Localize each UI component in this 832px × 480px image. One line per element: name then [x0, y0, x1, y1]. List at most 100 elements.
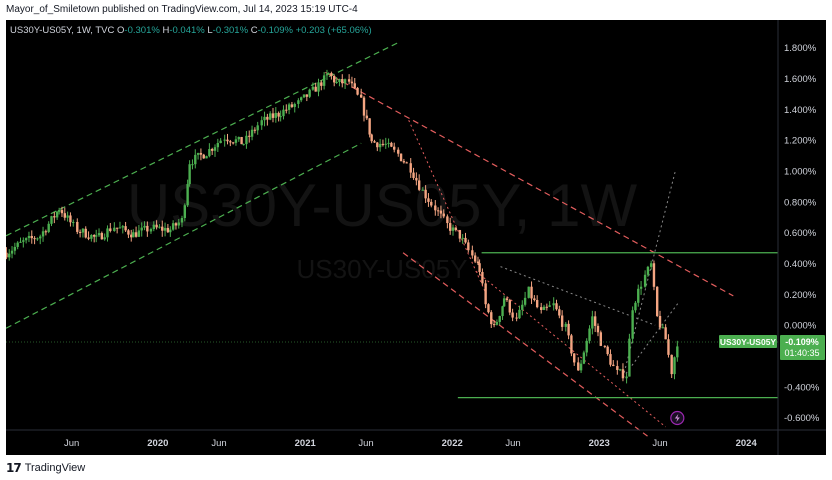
candle-layer [6, 69, 679, 384]
candle-body [121, 226, 124, 228]
candle-body [373, 141, 376, 143]
candle-body [591, 316, 594, 329]
candle-body [628, 338, 631, 377]
legend-ohlc-value: -0.301% [213, 25, 251, 36]
candle-body [588, 328, 591, 341]
candle-body [676, 346, 679, 358]
trend-fan-line[interactable] [475, 270, 666, 428]
tradingview-brand[interactable]: TradingView [24, 462, 86, 474]
price-tick-label: 1.200% [784, 136, 817, 147]
candle-body [458, 230, 462, 239]
candle-body [55, 211, 59, 218]
candle-body [8, 253, 11, 258]
candle-body [36, 238, 39, 240]
candle-body [137, 230, 141, 237]
candle-body [518, 309, 521, 319]
candle-body [652, 263, 656, 287]
candle-body [527, 286, 530, 298]
candle-body [616, 366, 619, 370]
candle-body [33, 238, 36, 240]
candle-body [521, 304, 524, 310]
candle-body [387, 142, 390, 144]
candle-body [343, 79, 347, 84]
candle-body [649, 263, 653, 267]
tradingview-logo-icon[interactable]: 17 [6, 461, 22, 475]
candle-body [424, 189, 427, 199]
candle-body [297, 100, 300, 104]
candle-body [523, 297, 527, 305]
candle-body [311, 86, 315, 90]
candle-body [609, 354, 612, 365]
candle-body [81, 228, 85, 233]
candle-body [127, 230, 130, 235]
downtrend-lower-line[interactable] [402, 252, 648, 437]
fan-line[interactable] [622, 303, 679, 378]
candle-body [333, 75, 336, 83]
fan-line[interactable] [622, 169, 677, 378]
time-tick-label: Jun [652, 438, 667, 449]
candle-body [631, 310, 634, 339]
candle-body [210, 149, 214, 151]
candle-body [430, 201, 433, 206]
legend-ohlc-label: L [207, 25, 212, 36]
time-tick-label: Jun [211, 438, 226, 449]
candle-body [63, 213, 66, 218]
candle-body [446, 216, 449, 224]
time-tick-label: 2020 [147, 438, 168, 449]
candle-body [487, 304, 490, 313]
candle-body [208, 149, 211, 157]
candle-body [158, 226, 161, 228]
candle-body [19, 241, 22, 243]
candle-body [271, 113, 275, 118]
candle-body [202, 154, 205, 159]
price-tick-label: 0.400% [784, 259, 817, 270]
candle-body [66, 215, 69, 218]
candle-body [57, 210, 61, 212]
chart-area[interactable]: US30Y-US05Y, 1W US30Y-US05Y 1.800% 1.600% 1… [6, 20, 826, 455]
candle-body [277, 112, 280, 117]
candle-body [639, 286, 643, 289]
candle-body [570, 335, 573, 354]
candle-body [327, 73, 330, 75]
candle-body [149, 229, 153, 232]
channel-upper-line[interactable] [6, 41, 401, 237]
legend-symbol[interactable]: US30Y-US05Y, 1W, TVC [10, 25, 117, 36]
downtrend-upper-line[interactable] [325, 71, 734, 297]
candle-body [90, 235, 93, 239]
candle-body [540, 307, 543, 310]
candle-body [338, 79, 341, 82]
channel-lower-line[interactable] [6, 142, 362, 329]
legend-ohlc-value: -0.041% [169, 25, 207, 36]
candle-body [226, 139, 229, 142]
watermark-text: US30Y-US05Y, 1W [127, 172, 638, 239]
price-tick-label: -0.600% [784, 413, 820, 424]
price-tag-countdown: 01:40:35 [784, 348, 819, 358]
candle-body [365, 115, 369, 119]
axis-layer: 1.800% 1.600% 1.400% 1.200% 1.000% 0.800% 0.60… [6, 20, 826, 455]
legend-ohlc-value: -0.301% [124, 25, 162, 36]
candle-body [368, 118, 371, 135]
candle-body [390, 142, 393, 147]
price-tag-box[interactable] [780, 334, 825, 360]
symbol-tag-box[interactable] [719, 334, 777, 348]
candle-body [87, 237, 90, 239]
candle-body [50, 216, 53, 224]
candle-body [560, 315, 564, 327]
candle-body [353, 83, 356, 88]
candle-body [384, 143, 387, 145]
candle-body [325, 74, 329, 76]
time-tick-label: 2022 [442, 438, 463, 449]
candle-body [76, 221, 79, 232]
candle-body [84, 228, 87, 238]
candle-body [266, 116, 269, 120]
candle-body [30, 235, 33, 239]
candle-body [502, 298, 506, 307]
candle-body [205, 156, 208, 159]
candle-body [495, 321, 499, 325]
candle-body [191, 164, 194, 166]
trend-fan-line[interactable] [408, 119, 487, 294]
candle-body [274, 112, 278, 118]
candle-body [161, 226, 164, 231]
candle-body [72, 221, 75, 223]
